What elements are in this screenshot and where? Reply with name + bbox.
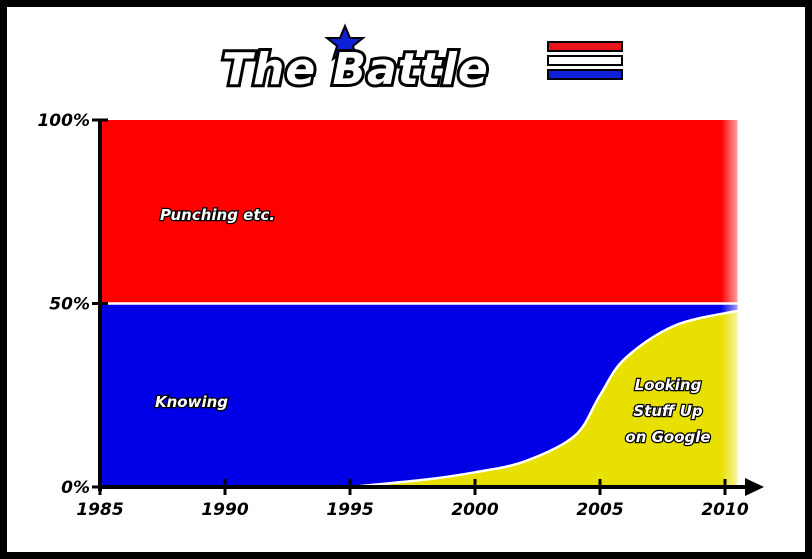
- plot-area: [100, 120, 748, 489]
- boundary-google: [349, 309, 738, 489]
- area-google: [350, 310, 738, 487]
- chart-title: The Battle: [222, 44, 489, 95]
- y-tick-label: 100%: [37, 111, 90, 131]
- title-stripe-white: [547, 55, 623, 66]
- title-stripe-red: [547, 41, 623, 52]
- area-label-looking-stuff-up-on-google: Looking Stuff Up on Google: [625, 376, 710, 446]
- area-labels: Punching etc. Knowing Looking Stuff Up on Go…: [154, 205, 712, 448]
- area-label-knowing: Knowing: [155, 393, 228, 411]
- axes: 0% 50% 100% 1985 1990 1995 2000 2005 2010: [37, 111, 764, 520]
- y-tick-label: 50%: [49, 295, 90, 315]
- x-tick-label: 1995: [326, 500, 373, 520]
- x-tick-label: 2000: [451, 500, 498, 520]
- x-axis-arrow-icon: [745, 478, 764, 496]
- area-punching: [100, 120, 738, 304]
- title-stripe-blue: [547, 69, 623, 80]
- x-tick-label: 2005: [576, 500, 623, 520]
- y-tick-label: 0%: [61, 478, 90, 498]
- title-banner: The Battle: [219, 23, 623, 98]
- area-label-punching-etc: Punching etc.: [160, 206, 275, 224]
- star-icon: [324, 23, 366, 62]
- fade-edge: [721, 120, 748, 487]
- x-tick-label: 1985: [76, 500, 123, 520]
- x-tick-label: 1990: [201, 500, 248, 520]
- x-tick-label: 2010: [701, 500, 748, 520]
